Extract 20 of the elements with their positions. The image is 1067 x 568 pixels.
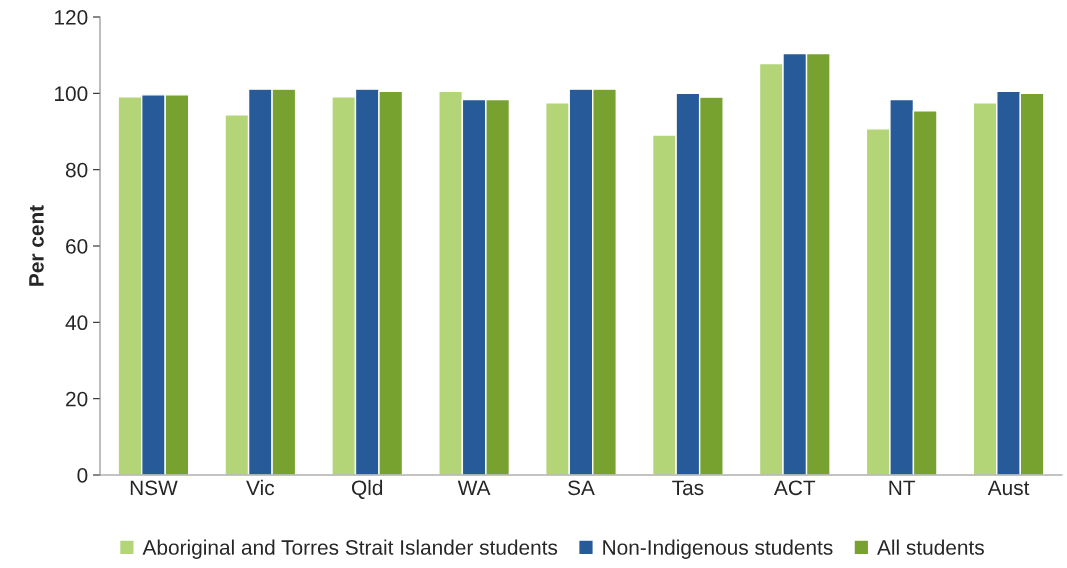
x-tick-label: Aust (987, 480, 1030, 496)
x-tick-label: NT (889, 480, 916, 495)
x-tick-label: Tas (672, 480, 704, 496)
y-tick-label: 40 (65, 315, 88, 331)
y-tick-label: 0 (77, 468, 88, 483)
x-tick-label: Qld (352, 479, 383, 499)
y-axis-title: Per cent (29, 205, 44, 286)
x-tick-label: SA (568, 480, 595, 496)
legend-label: All students (877, 539, 984, 555)
x-tick-label: WA (457, 480, 491, 495)
legend-label: Aboriginal and Torres Strait Islander students (142, 539, 558, 559)
x-tick-label: ACT (773, 480, 816, 496)
y-tick-label: 100 (55, 86, 88, 102)
legend-label: Non-Indigenous students (603, 539, 833, 559)
y-tick-label: 20 (66, 391, 88, 407)
x-tick-label: NSW (130, 480, 178, 496)
y-tick-label: 120 (55, 10, 88, 25)
y-tick-label: 60 (66, 239, 88, 254)
y-tick-label: 80 (65, 162, 88, 178)
x-tick-label: Vic (246, 479, 275, 496)
